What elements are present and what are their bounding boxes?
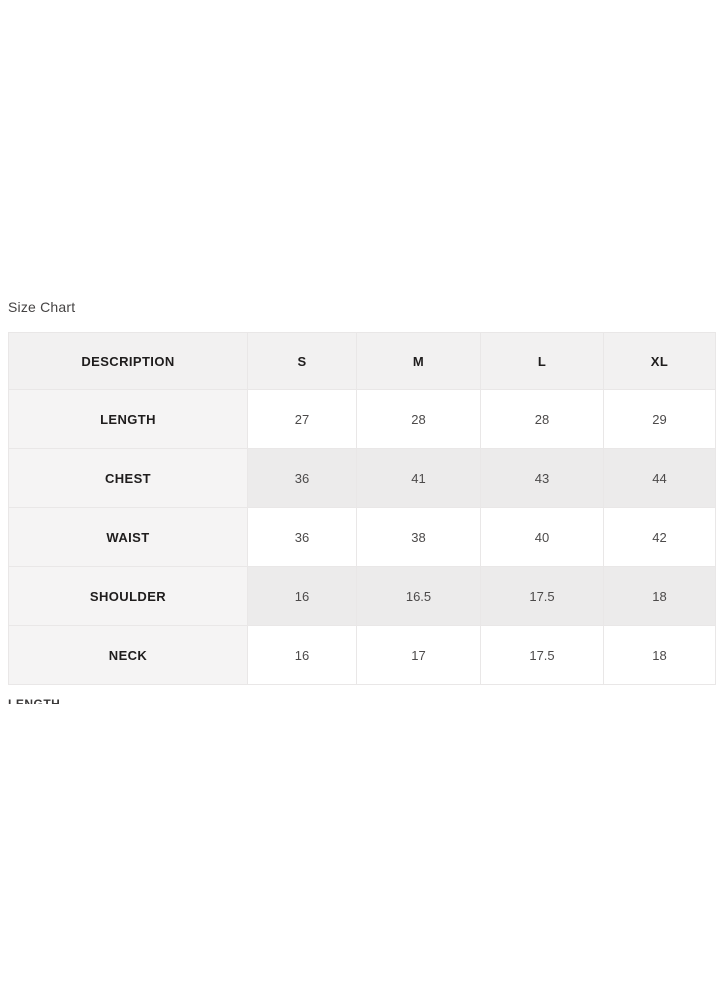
table-header-row: DESCRIPTION S M L XL (8, 332, 716, 390)
cell-waist-m: 38 (356, 507, 481, 567)
cell-neck-s: 16 (247, 625, 357, 685)
cell-chest-xl: 44 (603, 448, 716, 508)
cell-chest-s: 36 (247, 448, 357, 508)
clipped-next-section-text: LENGTH (8, 697, 61, 704)
cell-shoulder-xl: 18 (603, 566, 716, 626)
cell-length-m: 28 (356, 389, 481, 449)
row-label-length: LENGTH (8, 389, 248, 449)
column-header-xl: XL (603, 332, 716, 390)
column-header-description: DESCRIPTION (8, 332, 248, 390)
cell-waist-l: 40 (480, 507, 604, 567)
size-chart-heading: Size Chart (8, 299, 76, 315)
table-row-shoulder: SHOULDER 16 16.5 17.5 18 (8, 566, 716, 626)
cell-shoulder-m: 16.5 (356, 566, 481, 626)
table-row-waist: WAIST 36 38 40 42 (8, 507, 716, 567)
cell-chest-m: 41 (356, 448, 481, 508)
row-label-chest: CHEST (8, 448, 248, 508)
cell-neck-m: 17 (356, 625, 481, 685)
table-row-neck: NECK 16 17 17.5 18 (8, 625, 716, 685)
row-label-neck: NECK (8, 625, 248, 685)
cell-length-l: 28 (480, 389, 604, 449)
cell-neck-xl: 18 (603, 625, 716, 685)
column-header-l: L (480, 332, 604, 390)
row-label-shoulder: SHOULDER (8, 566, 248, 626)
table-row-chest: CHEST 36 41 43 44 (8, 448, 716, 508)
cell-shoulder-s: 16 (247, 566, 357, 626)
table-row-length: LENGTH 27 28 28 29 (8, 389, 716, 449)
cell-length-s: 27 (247, 389, 357, 449)
cell-shoulder-l: 17.5 (480, 566, 604, 626)
cell-waist-s: 36 (247, 507, 357, 567)
column-header-s: S (247, 332, 357, 390)
cell-length-xl: 29 (603, 389, 716, 449)
cell-neck-l: 17.5 (480, 625, 604, 685)
cell-waist-xl: 42 (603, 507, 716, 567)
row-label-waist: WAIST (8, 507, 248, 567)
cell-chest-l: 43 (480, 448, 604, 508)
size-chart-table: DESCRIPTION S M L XL LENGTH 27 28 28 29 … (8, 332, 716, 685)
column-header-m: M (356, 332, 481, 390)
